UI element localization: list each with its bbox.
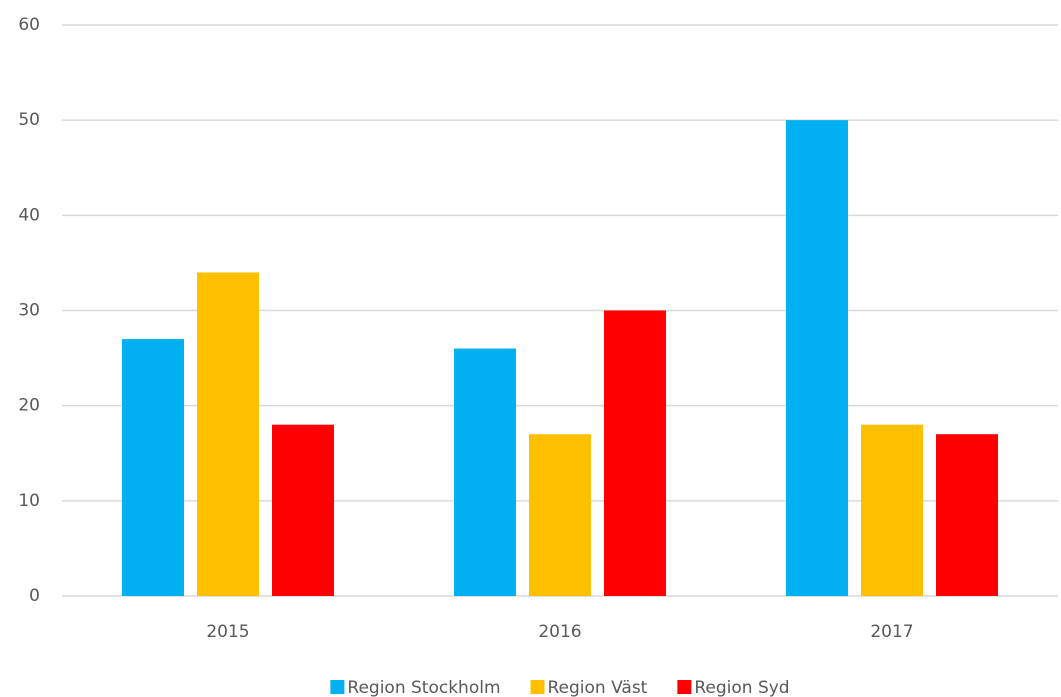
y-tick-label: 60	[18, 15, 40, 35]
legend-swatch	[530, 680, 545, 694]
bar	[936, 434, 998, 596]
legend-swatch	[677, 680, 692, 694]
legend-label: Region Syd	[694, 678, 789, 697]
y-tick-label: 30	[18, 301, 40, 321]
legend-label: Region Stockholm	[347, 678, 500, 697]
bar	[122, 339, 184, 596]
y-tick-label: 0	[29, 586, 40, 606]
bar	[786, 120, 848, 597]
bar	[197, 272, 259, 596]
y-tick-label: 40	[18, 205, 40, 225]
bar	[454, 348, 516, 596]
bar	[861, 424, 923, 596]
x-tick-label: 2017	[870, 622, 913, 642]
y-tick-label: 50	[18, 110, 40, 130]
y-tick-label: 20	[18, 396, 40, 416]
legend-label: Region Väst	[548, 678, 648, 697]
x-tick-label: 2016	[538, 622, 581, 642]
bar	[604, 310, 666, 596]
bar	[529, 434, 591, 596]
y-tick-label: 10	[18, 491, 40, 511]
legend-swatch	[330, 680, 345, 694]
bar	[272, 424, 334, 596]
x-tick-label: 2015	[206, 622, 249, 642]
